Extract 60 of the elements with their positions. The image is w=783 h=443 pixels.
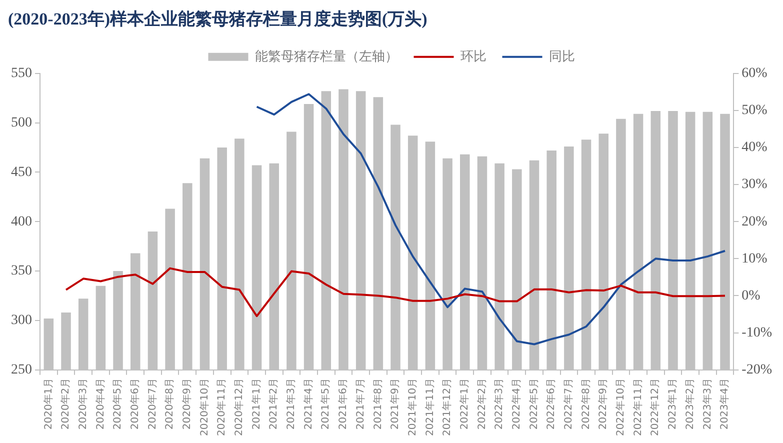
x-tick-label: 2022年9月 <box>597 378 610 430</box>
x-tick-label: 2022年2月 <box>476 378 488 430</box>
x-tick-label: 2021年1月 <box>250 378 262 430</box>
x-tick-label: 2022年3月 <box>493 378 506 430</box>
y2-tick-label: 30% <box>742 177 768 192</box>
x-tick-label: 2021年8月 <box>372 378 384 430</box>
y-tick-label: 450 <box>11 164 32 180</box>
y2-tick-label: 50% <box>742 103 768 118</box>
y2-tick-label: 0% <box>742 288 761 304</box>
x-tick-label: 2022年8月 <box>580 378 592 430</box>
y2-tick-label: -10% <box>742 325 772 340</box>
y2-tick-label: 20% <box>742 214 768 230</box>
x-tick-label: 2023年2月 <box>684 378 696 430</box>
x-tick-label: 2021年5月 <box>320 378 332 430</box>
x-tick-label: 2023年3月 <box>701 378 714 430</box>
x-tick-label: 2021年9月 <box>389 378 402 430</box>
legend-label: 环比 <box>460 49 486 64</box>
x-tick-label: 2022年11月 <box>632 378 644 436</box>
x-tick-label: 2021年3月 <box>285 378 298 430</box>
y2-tick-label: 60% <box>742 66 768 82</box>
x-tick-label: 2021年2月 <box>268 378 280 430</box>
x-tick-label: 2022年5月 <box>528 378 540 430</box>
x-tick-label: 2022年12月 <box>649 378 662 436</box>
x-tick-label: 2022年10月 <box>614 378 627 436</box>
chart-title: (2020-2023年)样本企业能繁母猪存栏量月度走势图(万头) <box>8 10 428 29</box>
x-tick-label: 2020年7月 <box>146 378 158 430</box>
x-tick-label: 2020年3月 <box>76 378 89 430</box>
y-tick-label: 400 <box>11 214 32 230</box>
x-tick-label: 2021年7月 <box>354 378 366 430</box>
x-tick-label: 2021年11月 <box>424 378 436 436</box>
x-tick-label: 2023年1月 <box>666 378 679 430</box>
y2-tick-label: 10% <box>742 251 768 266</box>
x-tick-label: 2021年12月 <box>441 378 454 436</box>
y-tick-label: 250 <box>11 362 32 378</box>
x-tick-label: 2020年6月 <box>128 378 141 430</box>
x-tick-label: 2020年11月 <box>216 378 228 436</box>
x-tick-label: 2021年10月 <box>406 378 418 436</box>
x-tick-label: 2021年4月 <box>302 378 314 430</box>
y-tick-label: 500 <box>11 115 32 130</box>
y2-tick-label: -20% <box>742 362 772 378</box>
x-tick-label: 2021年6月 <box>337 378 350 430</box>
y2-tick-label: 40% <box>742 140 768 156</box>
x-tick-label: 2020年10月 <box>198 378 210 436</box>
x-tick-label: 2020年5月 <box>112 378 124 430</box>
legend-label: 能繁母猪存栏量（左轴） <box>254 49 398 64</box>
x-tick-label: 2023年4月 <box>718 378 731 430</box>
x-tick-label: 2020年1月 <box>42 378 54 430</box>
y-tick-label: 550 <box>11 66 32 82</box>
x-tick-label: 2022年1月 <box>458 378 470 430</box>
x-tick-label: 2020年12月 <box>233 378 246 436</box>
y-tick-label: 350 <box>11 264 32 279</box>
x-tick-label: 2020年4月 <box>94 378 106 430</box>
x-tick-label: 2022年4月 <box>510 378 522 430</box>
x-tick-label: 2020年8月 <box>164 378 176 430</box>
x-tick-label: 2022年7月 <box>562 378 575 430</box>
x-tick-label: 2022年6月 <box>545 378 558 430</box>
x-tick-label: 2020年2月 <box>60 378 72 430</box>
y-tick-label: 300 <box>11 313 32 328</box>
x-tick-label: 2020年9月 <box>181 378 193 430</box>
legend-label: 同比 <box>548 49 575 64</box>
